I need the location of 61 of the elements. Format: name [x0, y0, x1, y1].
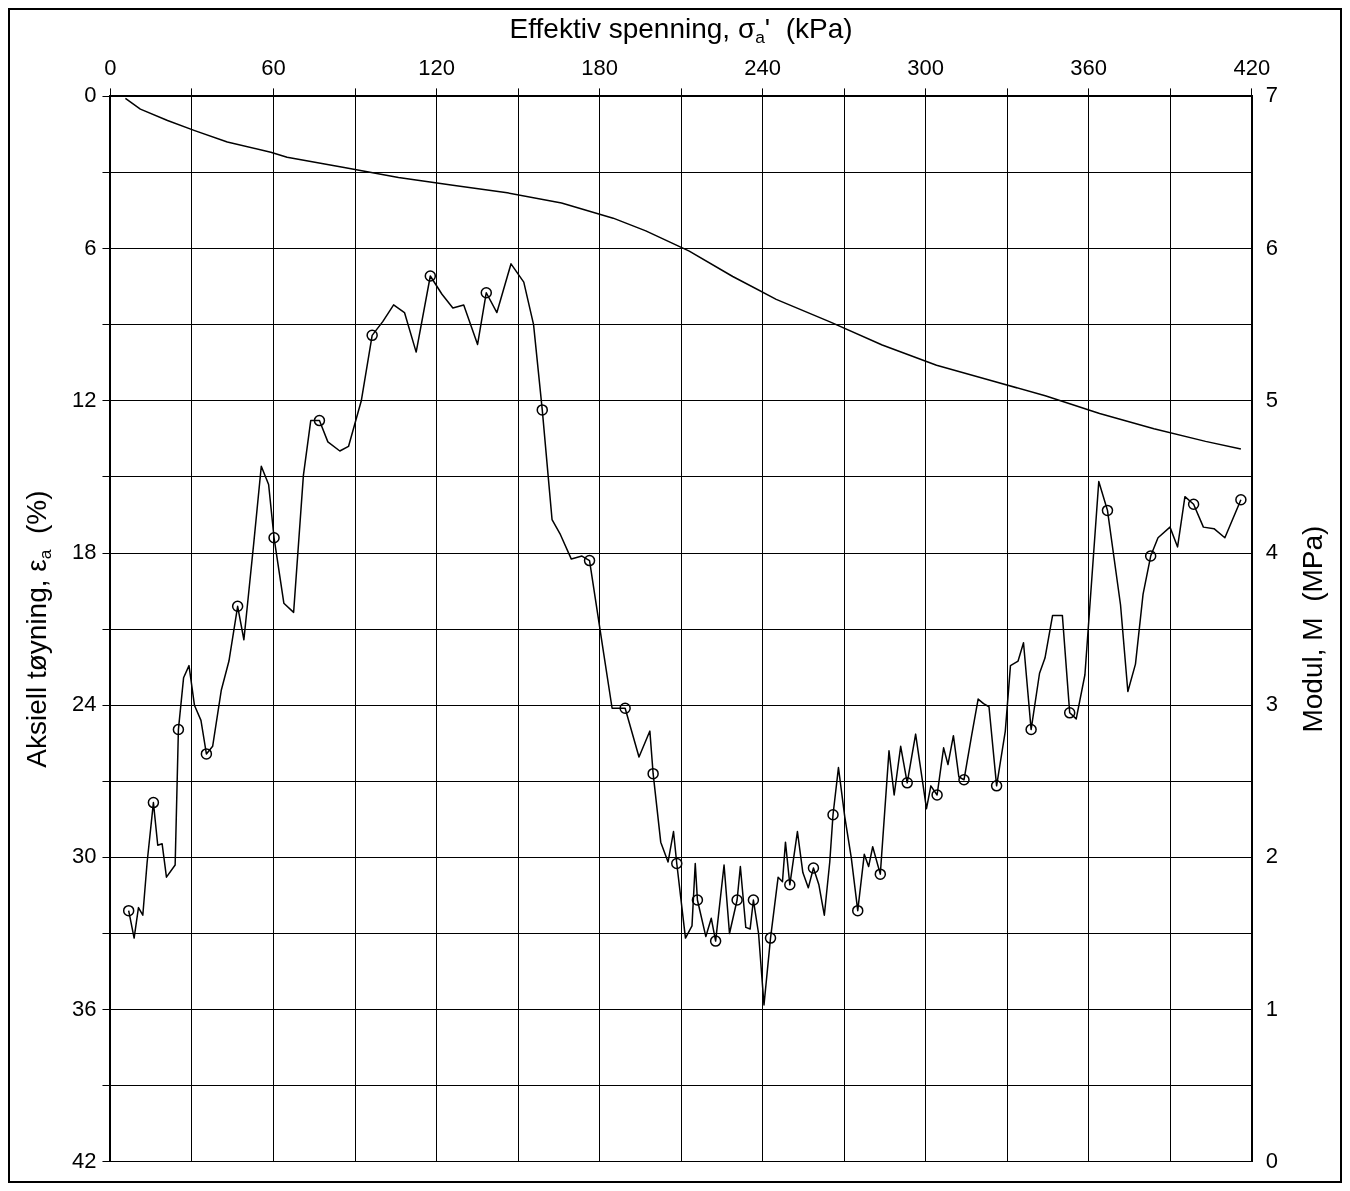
- y2-tick-label: 0: [1265, 1147, 1279, 1173]
- y-tick-label: 42: [71, 1147, 97, 1173]
- y-tick-label: 18: [71, 539, 97, 565]
- point: [583, 554, 596, 567]
- x-tick-label: 420: [1233, 55, 1271, 81]
- x-tick-label: 60: [261, 55, 286, 81]
- point: [366, 329, 378, 342]
- y-tick-label: 36: [71, 995, 97, 1021]
- point: [313, 414, 326, 427]
- y2-tick-label: 1: [1265, 995, 1279, 1021]
- point: [172, 723, 185, 736]
- y2-tick-label: 7: [1265, 82, 1279, 108]
- y2-tick-label: 4: [1265, 539, 1279, 565]
- y2-tick-label: 5: [1265, 386, 1279, 412]
- x-tick-label: 300: [907, 55, 945, 81]
- y2-axis-title: Modul, M (MPa): [1296, 525, 1328, 733]
- point: [536, 404, 549, 416]
- point: [268, 532, 280, 544]
- y-tick-label: 12: [71, 386, 97, 412]
- point: [647, 767, 659, 780]
- point: [709, 935, 722, 947]
- point: [764, 932, 777, 944]
- point: [747, 894, 760, 906]
- point: [480, 286, 493, 299]
- y-tick-label: 24: [71, 691, 97, 717]
- x-tick-label: 240: [744, 55, 781, 81]
- point: [1144, 550, 1157, 562]
- point: [147, 796, 160, 809]
- y-tick-label: 6: [84, 234, 97, 260]
- point: [990, 780, 1003, 792]
- y-tick-label: 0: [84, 82, 97, 108]
- point: [1187, 498, 1200, 511]
- y-axis-title: Aksiell tøyning, εa (%): [20, 490, 56, 768]
- point: [691, 894, 704, 906]
- point: [619, 702, 631, 714]
- point: [901, 777, 913, 789]
- point: [931, 789, 943, 801]
- point: [424, 270, 437, 282]
- point: [231, 600, 244, 613]
- y2-tick-label: 3: [1265, 691, 1279, 717]
- point: [1063, 707, 1076, 719]
- point: [671, 857, 683, 870]
- point: [1101, 504, 1114, 517]
- x-tick-label: 0: [104, 55, 117, 81]
- point: [784, 879, 796, 891]
- point: [1025, 723, 1037, 736]
- point: [874, 868, 887, 880]
- point: [122, 904, 135, 917]
- y-tick-label: 30: [71, 843, 97, 869]
- point: [958, 774, 970, 786]
- point: [731, 894, 743, 906]
- point: [807, 862, 820, 874]
- point: [852, 904, 864, 917]
- y2-tick-label: 2: [1265, 843, 1279, 869]
- x-tick-label: 120: [418, 55, 455, 81]
- y2-tick-label: 6: [1265, 234, 1279, 260]
- point: [827, 809, 839, 821]
- point: [1235, 493, 1247, 506]
- x-tick-label: 180: [581, 55, 618, 81]
- point: [200, 748, 213, 760]
- x-tick-label: 360: [1070, 55, 1108, 81]
